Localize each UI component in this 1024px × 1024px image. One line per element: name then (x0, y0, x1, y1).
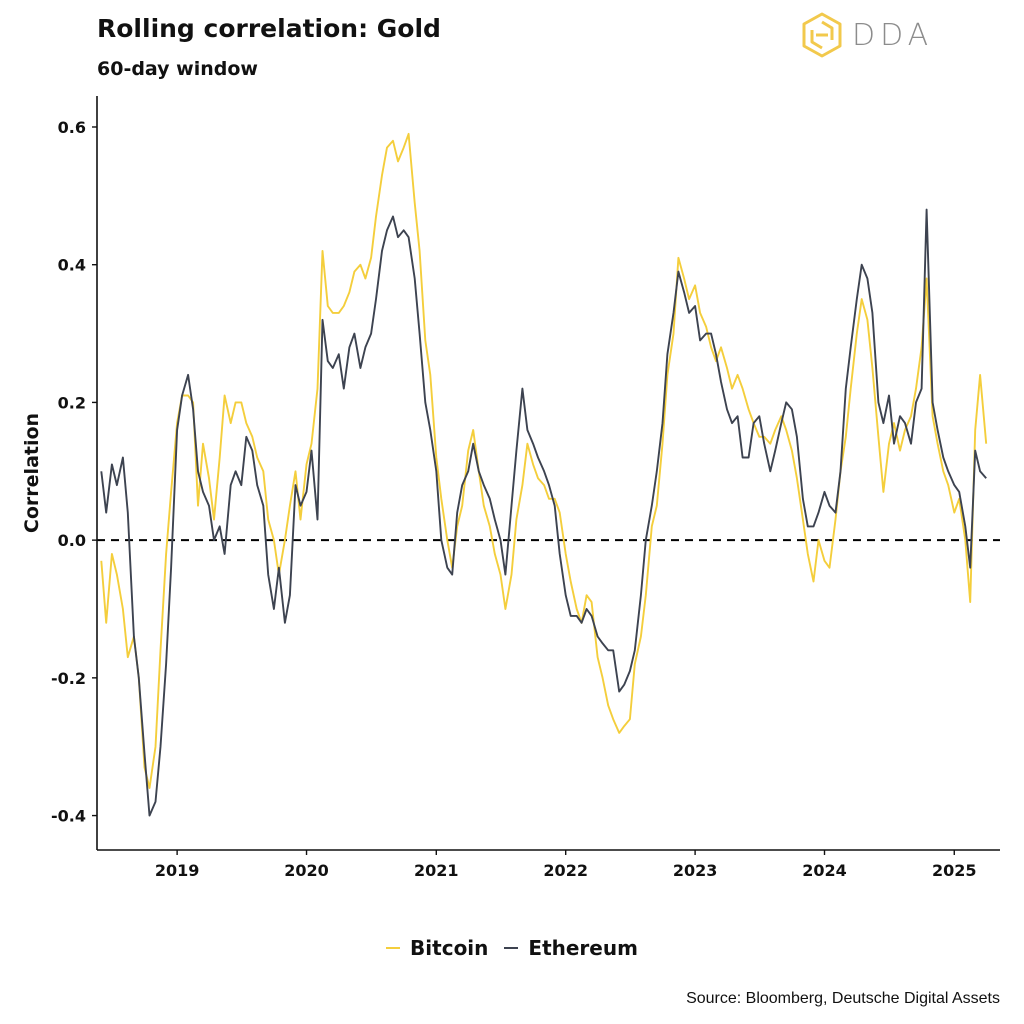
x-tick-label: 2022 (543, 861, 588, 880)
legend-label-ethereum: Ethereum (528, 936, 638, 960)
legend-item-ethereum: Ethereum (504, 936, 638, 960)
x-tick-label: 2025 (932, 861, 977, 880)
y-tick-label: 0.0 (58, 531, 86, 550)
dda-hexagon-logo-icon (802, 12, 842, 58)
series-layer (100, 132, 988, 817)
axes-layer: -0.4 -0.2 0.0 0.2 0.4 0.6 2019 2020 2021 2022 2023… (21, 96, 1000, 880)
series-line-ethereum (100, 208, 987, 817)
y-tick-label: 0.6 (58, 118, 86, 137)
y-axis-title: Correlation (21, 413, 43, 533)
chart-subtitle: 60-day window (97, 58, 258, 80)
x-tick-label: 2020 (284, 861, 329, 880)
brand-logo: DDA (800, 10, 933, 60)
legend-swatch-ethereum (504, 946, 519, 950)
y-tick-label: 0.4 (58, 256, 86, 275)
x-tick-label: 2021 (414, 861, 459, 880)
chart-title: Rolling correlation: Gold (97, 14, 441, 43)
logo-text: DDA (852, 17, 934, 53)
x-tick-label: 2023 (673, 861, 718, 880)
x-tick-label: 2024 (802, 861, 847, 880)
legend-item-bitcoin: Bitcoin (386, 936, 488, 960)
y-tick-label: -0.2 (51, 669, 86, 688)
y-tick-label: 0.2 (58, 393, 86, 412)
source-note: Source: Bloomberg, Deutsche Digital Asse… (686, 990, 1000, 1007)
series-line-bitcoin (100, 132, 988, 789)
y-tick-label: -0.4 (51, 807, 86, 826)
legend-label-bitcoin: Bitcoin (410, 936, 489, 960)
x-tick-label: 2019 (155, 861, 200, 880)
legend: Bitcoin Ethereum (0, 936, 1024, 960)
legend-swatch-bitcoin (386, 946, 401, 950)
